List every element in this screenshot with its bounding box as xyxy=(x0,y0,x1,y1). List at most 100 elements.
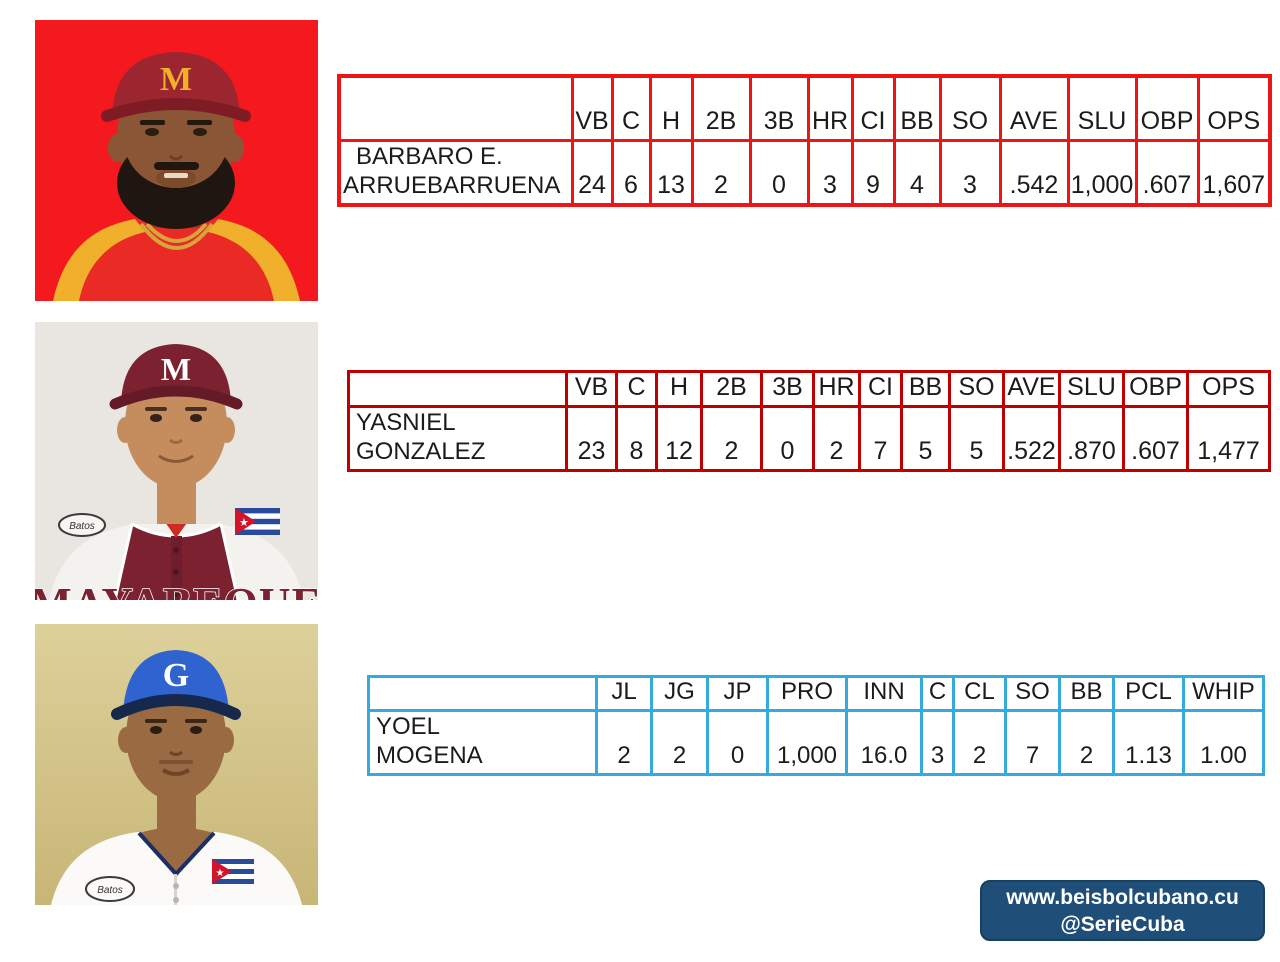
player-name-line1: YOEL xyxy=(376,713,441,741)
stat-value-cell: 16.0 xyxy=(845,709,923,776)
table-data-row: YASNIEL GONZALEZ 23 8 12 2 0 2 7 5 5 .52… xyxy=(347,405,1271,472)
stat-value-cell: 8 xyxy=(615,405,658,472)
stat-value-cell: 3 xyxy=(806,139,854,207)
stat-value-cell: 2 xyxy=(650,709,709,776)
jersey-team-lettering: MAYABEQUE xyxy=(35,579,318,600)
stat-header-cell: SO xyxy=(938,74,1002,142)
stat-header-cell: OPS xyxy=(1186,370,1271,408)
stat-header-cell: H xyxy=(655,370,703,408)
stat-header-cell: AVE xyxy=(998,74,1070,142)
stat-value-cell: .870 xyxy=(1058,405,1125,472)
stat-header-cell: PRO xyxy=(766,675,848,712)
brand-logo: Batos xyxy=(85,876,135,902)
player-photo-arruebarruena: M xyxy=(35,20,318,301)
stat-header-cell: 2B xyxy=(690,74,752,142)
stat-header-cell: CI xyxy=(858,370,903,408)
stat-header-cell: CL xyxy=(952,675,1007,712)
stat-value-cell: 6 xyxy=(610,139,652,207)
stat-value-cell: 12 xyxy=(655,405,703,472)
stat-header-cell: WHIP xyxy=(1182,675,1265,712)
stat-value-cell: .542 xyxy=(998,139,1070,207)
svg-text:★: ★ xyxy=(239,517,249,529)
player-name-cell: YASNIEL GONZALEZ xyxy=(347,405,568,472)
baseball-cap-icon: G xyxy=(111,650,241,720)
empty-corner-cell xyxy=(347,370,568,408)
cap-letter: M xyxy=(161,351,191,387)
table-data-row: BARBARO E. ARRUEBARRUENA 24 6 13 2 0 3 9… xyxy=(337,139,1272,207)
stat-value-cell: 2 xyxy=(812,405,861,472)
stat-value-cell: 1.13 xyxy=(1112,709,1185,776)
stat-header-cell: OBP xyxy=(1134,74,1200,142)
cap-letter: G xyxy=(163,657,189,694)
website-url: www.beisbolcubano.cu xyxy=(1006,885,1239,909)
stat-value-cell: 7 xyxy=(1004,709,1061,776)
stat-header-cell: H xyxy=(648,74,694,142)
mustache xyxy=(154,162,199,170)
stat-header-cell: BB xyxy=(1058,675,1115,712)
jersey xyxy=(53,219,300,301)
player-portrait-2: M ★ Batos MAYABEQUE xyxy=(35,322,318,600)
baseball-cap-icon: M xyxy=(109,344,243,410)
social-handle: @SerieCuba xyxy=(1060,912,1185,936)
player-name-line2: GONZALEZ xyxy=(356,438,486,465)
stat-header-cell: VB xyxy=(570,74,614,142)
stat-header-cell: 3B xyxy=(748,74,810,142)
player-name-line1: BARBARO E. xyxy=(356,143,503,170)
stat-header-cell: SO xyxy=(948,370,1005,408)
empty-corner-cell xyxy=(367,675,598,712)
stat-header-cell: JG xyxy=(650,675,709,712)
stat-header-cell: OPS xyxy=(1196,74,1272,142)
brand-logo-text: Batos xyxy=(97,885,123,896)
stat-header-cell: CI xyxy=(850,74,896,142)
stat-header-cell: HR xyxy=(806,74,854,142)
player-name-line1: YASNIEL xyxy=(356,409,456,437)
stat-value-cell: 4 xyxy=(892,139,942,207)
stat-header-cell: INN xyxy=(845,675,923,712)
svg-text:★: ★ xyxy=(216,868,225,879)
batting-stats-table-1: VB C H 2B 3B HR CI BB SO AVE SLU OBP OPS… xyxy=(337,74,1272,207)
player-photo-gonzalez: M ★ Batos MAYABEQUE xyxy=(35,322,318,600)
stat-value-cell: 3 xyxy=(938,139,1002,207)
player-portrait-1: M xyxy=(35,20,318,301)
player-name-cell: YOEL MOGENA xyxy=(367,709,598,776)
stat-header-cell: C xyxy=(920,675,955,712)
stat-header-cell: SO xyxy=(1004,675,1061,712)
brand-logo: Batos xyxy=(58,513,106,537)
stat-value-cell: 23 xyxy=(565,405,618,472)
stat-header-cell: JP xyxy=(706,675,769,712)
stat-value-cell: 0 xyxy=(748,139,810,207)
baseball-cap-icon: M xyxy=(101,52,251,122)
table-data-row: YOEL MOGENA 2 2 0 1,000 16.0 3 2 7 2 1.1… xyxy=(367,709,1265,776)
pitching-stats-table: JL JG JP PRO INN C CL SO BB PCL WHIP YOE… xyxy=(367,675,1265,776)
stats-table-arruebarruena: VB C H 2B 3B HR CI BB SO AVE SLU OBP OPS… xyxy=(337,74,1272,207)
stat-value-cell: .607 xyxy=(1122,405,1189,472)
stat-header-cell: C xyxy=(615,370,658,408)
stat-header-cell: SLU xyxy=(1066,74,1138,142)
stat-value-cell: 2 xyxy=(952,709,1007,776)
stat-value-cell: 1,607 xyxy=(1196,139,1272,207)
stat-header-cell: 3B xyxy=(760,370,815,408)
empty-corner-cell xyxy=(337,74,574,142)
stat-header-cell: BB xyxy=(892,74,942,142)
jersey xyxy=(49,522,304,600)
stat-value-cell: 1,000 xyxy=(1066,139,1138,207)
stat-header-cell: OBP xyxy=(1122,370,1189,408)
stat-header-cell: PCL xyxy=(1112,675,1185,712)
stat-header-cell: SLU xyxy=(1058,370,1125,408)
stat-value-cell: .522 xyxy=(1002,405,1061,472)
stat-value-cell: 0 xyxy=(760,405,815,472)
table-header-row: JL JG JP PRO INN C CL SO BB PCL WHIP xyxy=(367,675,1265,712)
stat-value-cell: 0 xyxy=(706,709,769,776)
stat-header-cell: 2B xyxy=(700,370,763,408)
cuba-flag-icon: ★ xyxy=(235,508,280,535)
stat-value-cell: 9 xyxy=(850,139,896,207)
brand-logo-text: Batos xyxy=(69,521,95,532)
gold-chain xyxy=(139,222,214,250)
stat-value-cell: .607 xyxy=(1134,139,1200,207)
cuba-flag-icon: ★ xyxy=(212,859,254,884)
stat-value-cell: 5 xyxy=(948,405,1005,472)
player-name-line2: ARRUEBARRUENA xyxy=(343,172,561,199)
stat-value-cell: 2 xyxy=(595,709,653,776)
stat-value-cell: 24 xyxy=(570,139,614,207)
